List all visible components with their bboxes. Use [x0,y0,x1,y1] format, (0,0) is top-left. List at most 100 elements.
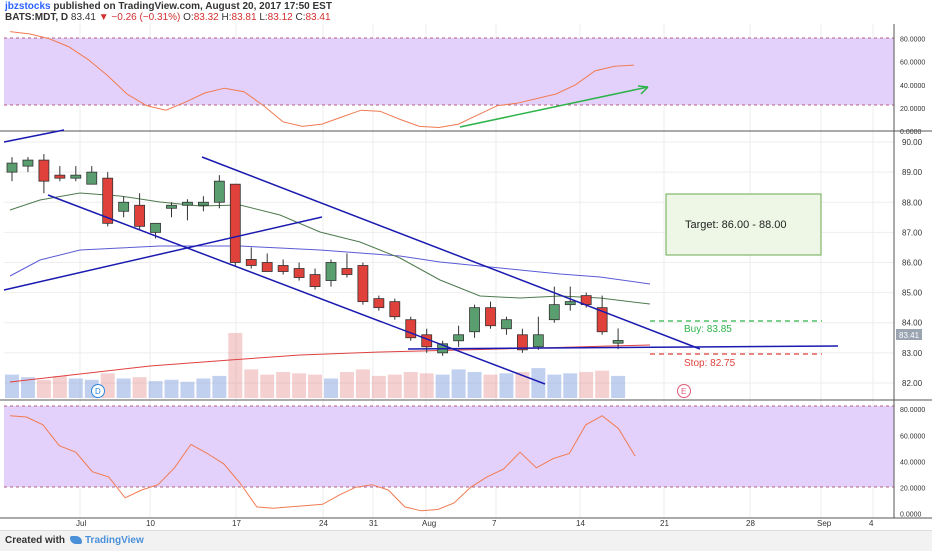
candle-body [501,319,512,330]
volume-bar [611,375,626,398]
candlesticks [6,154,624,356]
symbol-line: BATS:MDT, D 83.41 ▼ −0.26 (−0.31%) O:83.… [5,12,331,24]
time-tick-label: 10 [146,519,155,528]
osc-tick-label: 80.0000 [900,37,925,44]
osc-tick-label: 20.0000 [900,485,925,492]
upper-osc-axis: 80.0000 60.0000 40.0000 20.0000 0.0000 [900,37,925,136]
volume-bar [20,377,35,398]
upper-osc-band [4,38,894,105]
price-tick-label: 82.00 [902,379,923,388]
open-value: 83.32 [193,12,219,23]
time-tick-label: Sep [817,519,832,528]
time-tick-label: Jul [76,519,86,528]
candle-body [612,340,624,344]
chart-canvas[interactable]: 80.0000 60.0000 40.0000 20.0000 0.0000 90.00… [0,0,932,530]
trendline-upper-channel[interactable] [201,156,701,350]
candle-body [38,159,50,182]
volume-bar [276,372,291,398]
down-triangle-icon: ▼ [98,12,109,23]
volume-bar [339,372,354,398]
price-tick-label: 85.00 [902,289,923,298]
candle-body [102,177,114,224]
trendline-early-segment[interactable] [3,129,65,143]
volume-bar [579,372,594,398]
trendline-lower-channel[interactable] [47,194,546,385]
volume-bar [403,372,418,398]
volume-bar [180,381,195,398]
volume-bar [116,378,131,398]
tradingview-brand[interactable]: TradingView [70,535,144,546]
candle-body [485,307,496,327]
lower-osc-band [4,406,894,487]
candle-body [197,201,209,206]
volume-bar [531,368,546,398]
volume-bar [212,375,227,398]
volume-bar [387,374,402,398]
time-tick-label: 17 [232,519,241,528]
candle-body [564,301,576,306]
lower-oscillator-line [9,415,636,512]
osc-tick-label: 20.0000 [900,106,925,113]
dividend-marker[interactable] [91,384,105,398]
target-box[interactable] [665,193,822,256]
osc-tick-label: 60.0000 [900,433,925,440]
osc-tick-label: 40.0000 [900,459,925,466]
earnings-marker[interactable] [677,384,691,398]
footer: Created with TradingView [0,530,932,551]
last-price-tag: 83.41 [899,331,920,340]
tradingview-logo-icon [70,536,82,545]
candle-body [134,204,146,227]
volume-bar [467,372,482,398]
volume-bar [148,381,163,398]
volume-bar [435,374,450,398]
close-value: 83.41 [305,12,331,23]
lower-osc-axis: 80.0000 60.0000 40.0000 20.0000 0.0000 [900,407,925,518]
last-price: 83.41 [70,12,96,23]
candle-body [341,268,353,275]
author-name[interactable]: jbzstocks [5,1,51,12]
candle-body [213,180,225,203]
candle-body [245,259,257,266]
last-price-tag-bg [896,329,922,340]
earnings-marker-label: E [681,387,686,396]
stop-label: Stop: 82.75 [684,358,736,369]
candle-body [309,274,321,287]
candle-body [596,307,608,333]
time-tick-label: 28 [746,519,755,528]
price-tick-label: 84.00 [902,319,923,328]
time-tick-label: 31 [369,519,378,528]
chart-header: jbzstocks published on TradingView.com, … [0,0,932,24]
volume-bar [68,378,83,398]
target-label: Target: 86.00 - 88.00 [685,219,787,231]
candle-body [357,265,369,303]
volume-bar [355,369,370,398]
volume-bar [419,373,434,398]
trendline-rising-support[interactable] [3,216,323,291]
low-value: 83.12 [267,12,293,23]
price-tick-label: 89.00 [902,168,923,177]
horizontal-support-line[interactable] [407,345,839,350]
arrowhead-icon [637,85,649,95]
price-tick-label: 90.00 [902,138,923,147]
osc-tick-label: 0.0000 [900,129,922,136]
time-tick-label: 24 [319,519,328,528]
moving-average-long [9,344,651,383]
volume-bar [547,374,562,398]
candle-body [293,268,305,278]
candle-body [54,174,66,179]
moving-average-mid [9,245,651,285]
price-tick-label: 83.00 [902,349,923,358]
symbol-name[interactable]: BATS:MDT, D [5,12,69,23]
osc-tick-label: 80.0000 [900,407,925,414]
time-tick-label: Aug [422,519,436,528]
candle-body [389,301,401,318]
osc-tick-label: 60.0000 [900,60,925,67]
volume-bar [371,375,386,398]
volume-bar [292,373,307,398]
upper-trend-arrow [459,86,649,128]
volume-bar [308,374,323,398]
volume-bar [228,333,243,398]
candle-body [405,319,417,339]
buy-label: Buy: 83.85 [684,324,732,335]
candle-body [22,159,34,167]
